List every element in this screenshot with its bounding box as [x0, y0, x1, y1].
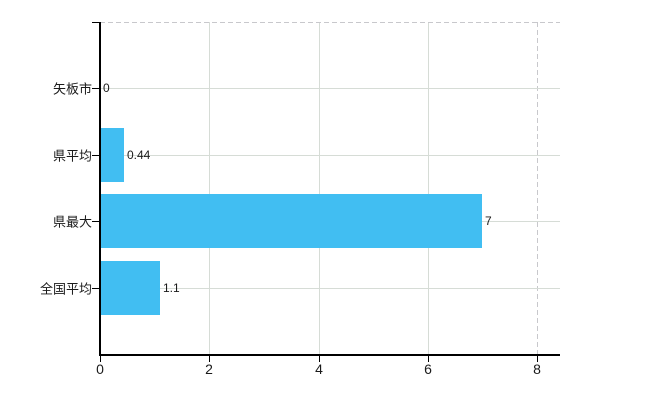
x-axis-tick-label: 8 [533, 361, 541, 377]
y-axis-tick [92, 88, 99, 89]
x-axis-tick-label: 6 [424, 361, 432, 377]
x-axis-tick [537, 356, 538, 362]
bar [100, 261, 160, 315]
y-axis-tick [92, 155, 99, 156]
x-axis-tick-label: 2 [205, 361, 213, 377]
x-axis-line [100, 354, 560, 356]
gridline-vertical [209, 22, 210, 354]
gridline-horizontal [100, 155, 560, 156]
category-label: 全国平均 [39, 281, 92, 297]
x-axis-tick-label: 4 [315, 361, 323, 377]
bar [100, 194, 482, 248]
bar-value-label: 1.1 [163, 281, 180, 295]
y-axis-tick [92, 221, 99, 222]
x-axis-tick-label: 0 [96, 361, 104, 377]
gridline-horizontal [100, 288, 560, 289]
gridline-vertical-dashed [537, 22, 538, 354]
x-axis-tick [100, 356, 101, 362]
gridline-vertical [319, 22, 320, 354]
x-axis-tick [209, 356, 210, 362]
gridline-horizontal [100, 88, 560, 89]
y-axis-tick [92, 288, 99, 289]
bar [100, 128, 124, 182]
x-axis-tick [428, 356, 429, 362]
bar-value-label: 0 [103, 81, 110, 95]
y-axis-line [99, 22, 101, 356]
y-axis-end-tick [92, 22, 99, 23]
category-label: 県最大 [52, 214, 92, 230]
category-label: 矢板市 [52, 81, 92, 97]
bar-value-label: 7 [485, 214, 492, 228]
bar-value-label: 0.44 [127, 148, 151, 162]
plot-top-dashed-border [100, 22, 560, 23]
gridline-vertical [428, 22, 429, 354]
x-axis-tick [319, 356, 320, 362]
category-label: 県平均 [52, 148, 92, 164]
plot-area [100, 22, 560, 354]
